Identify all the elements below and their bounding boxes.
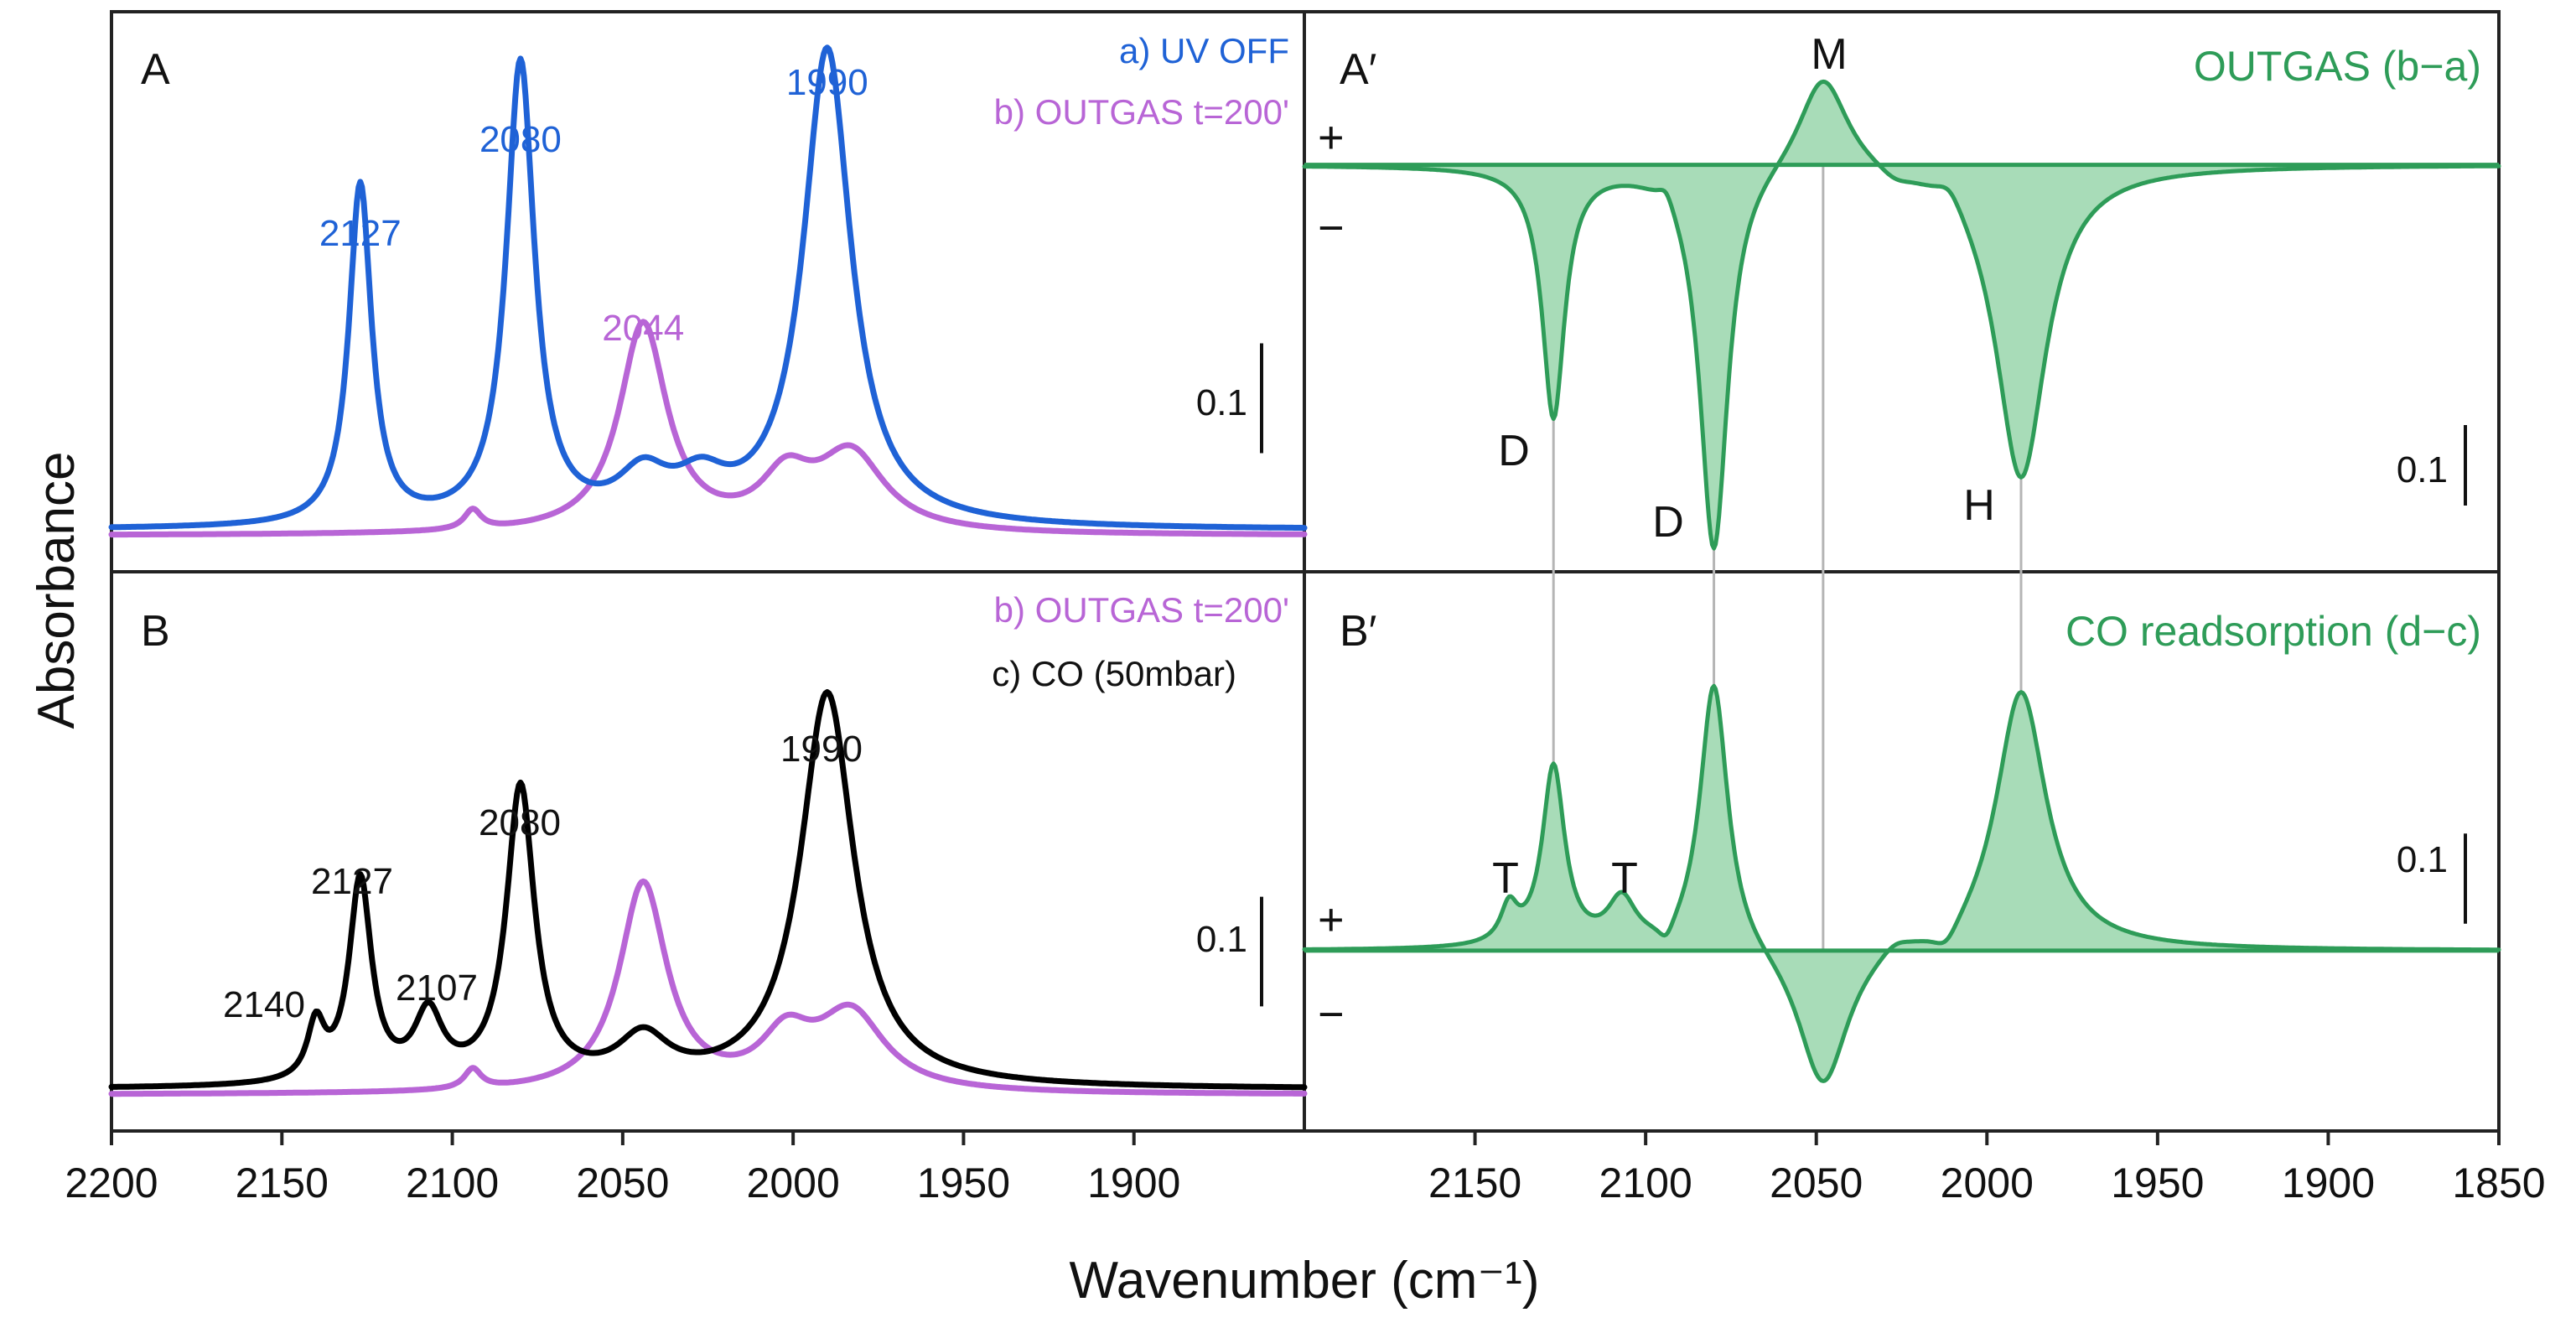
panel-b-legend-1: b) OUTGAS t=200' <box>994 590 1289 630</box>
panel-b-peak-label-2140: 2140 <box>223 984 305 1025</box>
panel-b-prime-title: CO readsorption (d−c) <box>2065 608 2481 655</box>
panel-b-peak-label-2107: 2107 <box>396 967 478 1009</box>
x-axis-right-tick-label-2150: 2150 <box>1428 1159 1521 1206</box>
x-axis-title: Wavenumber (cm⁻¹) <box>1070 1252 1540 1310</box>
y-axis-title: Absorbance <box>28 452 86 729</box>
panel-b-outgas-line <box>108 878 1308 1097</box>
panel-b-prime-plus-sign: + <box>1318 895 1345 945</box>
panel-b-prime-scale-label: 0.1 <box>2397 839 2448 880</box>
x-axis-left-tick-label-2150: 2150 <box>236 1159 329 1206</box>
panel-a-prime-frame <box>1303 10 2501 573</box>
panel-a-legend-1: a) UV OFF <box>1119 31 1289 70</box>
panel-a-letter: A <box>141 45 170 94</box>
panel-b-prime-minus-sign: − <box>1318 989 1345 1040</box>
panel-a-peak-label-2044: 2044 <box>602 308 684 349</box>
x-axis-right-tick-label-1950: 1950 <box>2111 1159 2204 1206</box>
panel-a-series-uv-off <box>108 44 1308 532</box>
panel-b-peak-label-2080: 2080 <box>479 802 561 843</box>
panel-b-series-outgas <box>108 878 1308 1097</box>
panel-a-peak-label-1990: 1990 <box>786 62 868 103</box>
x-axis-left-tick-label-2200: 2200 <box>65 1159 158 1206</box>
panel-b-series-co <box>108 689 1308 1091</box>
panel-a-prime-difference-spectrum <box>1302 79 2501 551</box>
panel-a-prime-label-h: H <box>1963 481 1995 530</box>
panel-a-legend-2: b) OUTGAS t=200' <box>994 92 1289 132</box>
panel-a-prime-letter: A′ <box>1340 45 1376 94</box>
panel-b-prime-frame <box>1303 570 2501 1133</box>
x-axis-right-tick-label-2100: 2100 <box>1599 1159 1692 1206</box>
x-axis-left-tick-label-1950: 1950 <box>917 1159 1010 1206</box>
panel-a-outgas-line <box>108 319 1308 538</box>
panel-b-prime-label-t-2140: T <box>1492 854 1519 903</box>
x-axis-right-tick-label-1900: 1900 <box>2282 1159 2375 1206</box>
panel-a-prime-label-d-2127: D <box>1498 427 1530 475</box>
x-axis-left-tick-label-2100: 2100 <box>406 1159 499 1206</box>
x-axis-right-tick-label-1850: 1850 <box>2452 1159 2545 1206</box>
panel-a-prime-spectrum-fill <box>1304 81 2499 549</box>
panel-b-peak-label-2127: 2127 <box>311 861 393 902</box>
x-axis-left-tick-label-2000: 2000 <box>747 1159 840 1206</box>
panel-a-prime-spectrum-curve <box>1302 79 2501 551</box>
panel-a-scale-label: 0.1 <box>1196 382 1247 423</box>
panel-b-co-line <box>108 689 1308 1091</box>
panel-a-prime-minus-sign: − <box>1318 203 1345 253</box>
panel-a-series-outgas <box>108 319 1308 538</box>
panel-b-prime-letter: B′ <box>1340 607 1376 656</box>
panel-b-prime-label-t-2107: T <box>1611 854 1638 903</box>
panel-b-scale-label: 0.1 <box>1196 919 1247 960</box>
panel-a-peak-label-2080: 2080 <box>479 119 562 160</box>
x-axis-left-tick-label-1900: 1900 <box>1087 1159 1180 1206</box>
panel-a-prime-label-m: M <box>1811 30 1847 79</box>
x-axis-right: 2150 2100 2050 2000 1950 1900 1850 <box>1428 1131 2546 1206</box>
panel-b-prime-difference-spectrum <box>1302 683 2501 1083</box>
x-axis-right-tick-label-2000: 2000 <box>1941 1159 2034 1206</box>
panel-a-prime-plus-sign: + <box>1318 112 1345 163</box>
panel-b-legend-2: c) CO (50mbar) <box>992 654 1236 693</box>
panel-b-letter: B <box>141 607 170 656</box>
panel-a-prime-title: OUTGAS (b−a) <box>2194 43 2481 90</box>
panel-b-peak-label-1990: 1990 <box>780 729 863 770</box>
panel-a-peak-label-2127: 2127 <box>319 213 402 254</box>
x-axis-left-tick-label-2050: 2050 <box>576 1159 669 1206</box>
panel-a-prime-scale-label: 0.1 <box>2397 449 2448 490</box>
panel-a-uv-off-line <box>108 44 1308 532</box>
panel-b-prime-spectrum-fill <box>1304 686 2499 1082</box>
x-axis-left: 2200 2150 2100 2050 2000 1950 1900 <box>65 1131 1180 1206</box>
panel-b-prime-spectrum-curve <box>1302 683 2501 1083</box>
panel-a-prime-label-d-2080: D <box>1652 498 1684 547</box>
x-axis-right-tick-label-2050: 2050 <box>1770 1159 1863 1206</box>
